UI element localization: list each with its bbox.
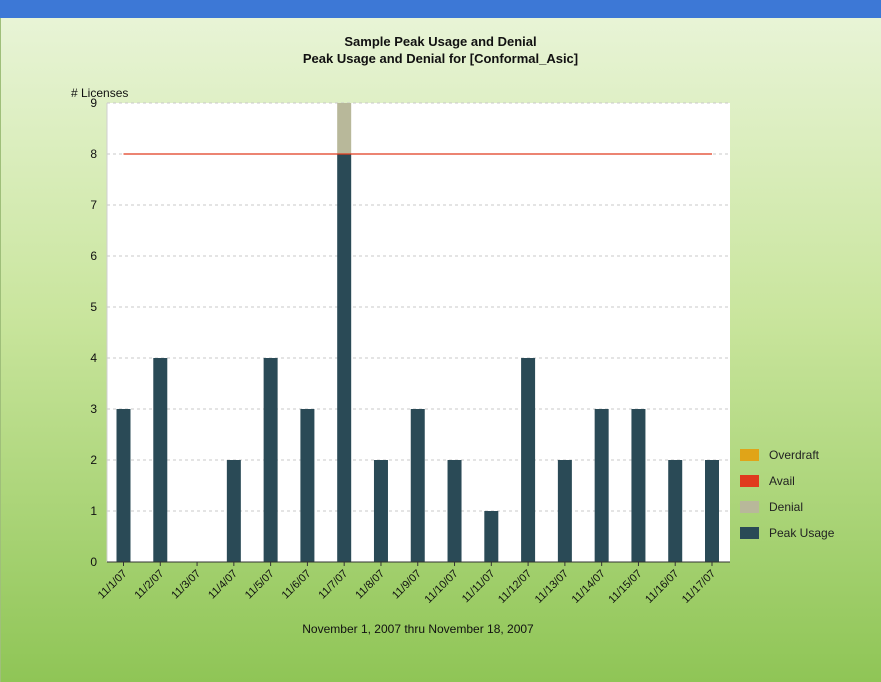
peak-usage-bar xyxy=(594,409,609,562)
x-tick-label: 11/11/07 xyxy=(460,568,498,606)
legend-item: Peak Usage xyxy=(740,520,834,546)
peak-usage-bar xyxy=(226,460,241,562)
x-tick-label: 11/9/07 xyxy=(390,568,424,602)
x-tick-label: 11/3/07 xyxy=(169,568,203,602)
peak-usage-bar xyxy=(300,409,315,562)
peak-usage-bar xyxy=(705,460,719,562)
x-tick-label: 11/14/07 xyxy=(570,568,608,606)
x-tick-label: 11/16/07 xyxy=(643,568,681,606)
denial-bar xyxy=(337,103,352,154)
legend-label: Overdraft xyxy=(769,448,820,462)
legend-swatch xyxy=(740,501,759,513)
x-tick-label: 11/15/07 xyxy=(606,568,644,606)
peak-usage-bar xyxy=(447,460,462,562)
legend-swatch xyxy=(740,527,759,539)
peak-usage-bar xyxy=(668,460,683,562)
legend-label: Peak Usage xyxy=(769,526,835,540)
peak-usage-bar xyxy=(631,409,646,562)
y-tick-label: 3 xyxy=(90,402,97,416)
y-tick-label: 4 xyxy=(90,351,97,365)
peak-usage-bar xyxy=(410,409,425,562)
x-tick-label: 11/10/07 xyxy=(422,568,460,606)
legend-swatch xyxy=(740,449,759,461)
x-tick-label: 11/17/07 xyxy=(680,568,718,606)
x-axis-label: November 1, 2007 thru November 18, 2007 xyxy=(302,622,534,636)
chart-subtitle: Peak Usage and Denial for [Conformal_Asi… xyxy=(302,51,579,66)
x-tick-label: 11/13/07 xyxy=(533,568,571,606)
chart-legend: Overdraft Avail Denial Peak Usage xyxy=(740,442,834,546)
y-tick-label: 6 xyxy=(90,249,97,263)
y-tick-label: 8 xyxy=(90,147,97,161)
x-tick-label: 11/7/07 xyxy=(316,568,350,602)
peak-usage-bar xyxy=(337,154,352,562)
legend-item: Overdraft xyxy=(740,442,834,468)
peak-usage-bar xyxy=(116,409,131,562)
x-tick-label: 11/4/07 xyxy=(206,568,240,602)
y-tick-label: 7 xyxy=(90,198,97,212)
y-axis-label: # Licenses xyxy=(71,86,128,100)
peak-usage-bar xyxy=(153,358,168,562)
x-tick-label: 11/12/07 xyxy=(496,568,534,606)
peak-usage-bar xyxy=(557,460,572,562)
peak-usage-bar xyxy=(521,358,536,562)
y-tick-label: 1 xyxy=(90,504,97,518)
y-tick-label: 5 xyxy=(90,300,97,314)
x-tick-label: 11/1/07 xyxy=(96,568,130,602)
x-tick-label: 11/6/07 xyxy=(280,568,314,602)
x-tick-label: 11/8/07 xyxy=(353,568,387,602)
x-tick-label: 11/5/07 xyxy=(243,568,277,602)
window-title-bar xyxy=(0,0,881,18)
chart-title: Sample Peak Usage and Denial xyxy=(344,34,537,49)
legend-item: Denial xyxy=(740,494,834,520)
legend-label: Avail xyxy=(769,474,795,488)
y-tick-label: 0 xyxy=(90,555,97,569)
y-tick-label: 2 xyxy=(90,453,97,467)
legend-item: Avail xyxy=(740,468,834,494)
legend-label: Denial xyxy=(769,500,804,514)
peak-usage-bar xyxy=(373,460,388,562)
legend-swatch xyxy=(740,475,759,487)
peak-usage-bar xyxy=(263,358,278,562)
y-tick-label: 9 xyxy=(90,96,97,110)
x-tick-label: 11/2/07 xyxy=(133,568,167,602)
peak-usage-bar xyxy=(484,511,499,562)
